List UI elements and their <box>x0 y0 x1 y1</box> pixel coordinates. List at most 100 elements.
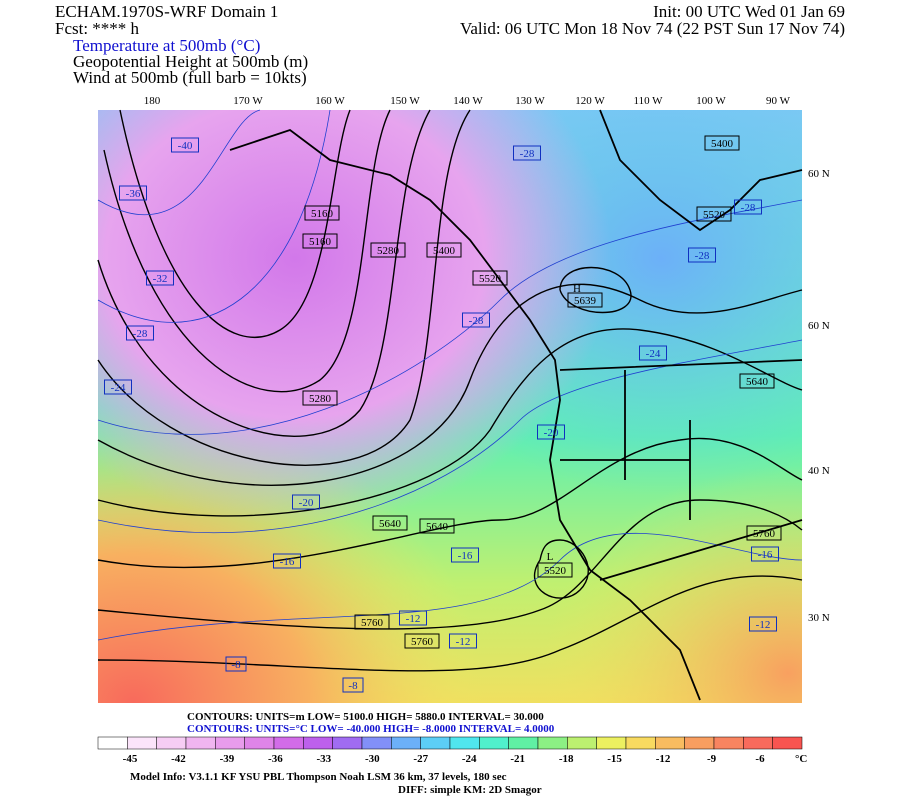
height-label-box <box>302 390 338 406</box>
colorbar-box <box>156 736 187 750</box>
colorbar-label: -9 <box>707 753 717 765</box>
lat-label: 60 N <box>808 168 830 180</box>
temp-label: -28 <box>695 250 710 262</box>
contour-info-height: CONTOURS: UNITS=m LOW= 5100.0 HIGH= 5880… <box>187 711 544 723</box>
lon-label: 110 W <box>633 95 663 107</box>
temp-label: -28 <box>133 328 148 340</box>
colorbar-label: -6 <box>755 753 765 765</box>
colorbar-label: -12 <box>656 753 671 765</box>
temp-label-box <box>462 312 490 328</box>
temp-label-box <box>342 677 364 693</box>
height-label-box <box>404 633 440 649</box>
temp-label: -16 <box>458 550 473 562</box>
height-label: 5400 <box>433 245 456 257</box>
temp-label-box <box>734 199 762 215</box>
colorbar-box <box>303 736 333 750</box>
temp-label-box <box>126 325 154 341</box>
height-label-box <box>302 233 338 249</box>
temp-label: -16 <box>758 549 773 561</box>
lat-label: 60 N <box>808 320 830 332</box>
colorbar-box <box>713 736 744 750</box>
colorbar-box <box>625 736 656 750</box>
height-label-box <box>739 373 775 389</box>
temp-label: -20 <box>544 427 559 439</box>
colorbar-label: -24 <box>462 753 477 765</box>
low-marker: L <box>547 551 554 563</box>
colorbar-box <box>273 736 304 750</box>
temp-label-box <box>146 270 174 286</box>
temp-label-box <box>639 345 667 361</box>
height-label: 5640 <box>379 518 402 530</box>
height-label-box <box>537 562 573 578</box>
height-label: 5280 <box>309 393 332 405</box>
valid-time: Valid: 06 UTC Mon 18 Nov 74 (22 PST Sun … <box>460 19 845 38</box>
lon-label: 100 W <box>696 95 726 107</box>
height-label-box <box>419 518 455 534</box>
temp-label-box <box>688 247 716 263</box>
lon-label: 90 W <box>766 95 791 107</box>
lon-label: 160 W <box>315 95 345 107</box>
colorbar-box <box>684 736 715 750</box>
colorbar-label: -39 <box>220 753 235 765</box>
colorbar-box <box>479 736 509 750</box>
colorbar-box <box>391 736 421 750</box>
temp-label-box <box>751 546 779 562</box>
temp-label-box <box>292 494 320 510</box>
temp-label: -28 <box>520 148 535 160</box>
temp-label: -24 <box>111 382 126 394</box>
colorbar-label: -18 <box>559 753 574 765</box>
temp-label-box <box>513 145 541 161</box>
temp-label: -8 <box>348 680 358 692</box>
colorbar-box <box>97 736 128 750</box>
height-label: 5639 <box>574 295 597 307</box>
temp-label: -16 <box>280 556 295 568</box>
colorbar-label: -21 <box>510 753 525 765</box>
init-time: Init: 00 UTC Wed 01 Jan 69 <box>653 2 845 21</box>
lat-label: 40 N <box>808 465 830 477</box>
lat-label: 30 N <box>808 612 830 624</box>
colorbar-label: -45 <box>123 753 138 765</box>
colorbar-label: -36 <box>268 753 283 765</box>
field-name: Geopotential Height at 500mb (m) <box>73 52 308 71</box>
temp-label-box <box>451 547 479 563</box>
colorbar-box <box>596 736 627 750</box>
height-label-box <box>370 242 406 258</box>
height-label: 5760 <box>361 617 384 629</box>
height-label: 5400 <box>711 138 734 150</box>
height-label-box <box>704 135 740 151</box>
colorbar-label: -42 <box>171 753 186 765</box>
lon-label: 150 W <box>390 95 420 107</box>
height-label: 5520 <box>544 565 567 577</box>
model-name: ECHAM.1970S-WRF Domain 1 <box>55 2 278 21</box>
colorbar-box <box>244 736 275 750</box>
colorbar-box <box>567 736 597 750</box>
contour-info-temp: CONTOURS: UNITS=°C LOW= -40.000 HIGH= -8… <box>187 723 555 735</box>
colorbar-box <box>215 736 245 750</box>
temp-label: -24 <box>646 348 661 360</box>
temp-label-box <box>399 610 427 626</box>
lon-label: 180 <box>144 95 161 107</box>
height-label-box <box>426 242 462 258</box>
temp-label-box <box>537 424 565 440</box>
height-label-box <box>372 515 408 531</box>
height-label-box <box>567 292 603 308</box>
temp-label: -12 <box>756 619 771 631</box>
temp-label: -40 <box>178 140 193 152</box>
colorbar-box <box>655 736 685 750</box>
height-label: 5160 <box>311 208 334 220</box>
temp-label: -8 <box>231 659 241 671</box>
colorbar-box <box>537 736 568 750</box>
height-label: 5760 <box>753 528 776 540</box>
colorbar-box <box>449 736 480 750</box>
temp-label: -28 <box>469 315 484 327</box>
colorbar-box <box>361 736 392 750</box>
height-label-box <box>696 206 732 222</box>
lon-label: 120 W <box>575 95 605 107</box>
height-label-box <box>746 525 782 541</box>
height-label: 5640 <box>746 376 769 388</box>
temp-label-box <box>171 137 199 153</box>
colorbar-box <box>420 736 451 750</box>
colorbar-box <box>185 736 216 750</box>
colorbar-box <box>332 736 363 750</box>
